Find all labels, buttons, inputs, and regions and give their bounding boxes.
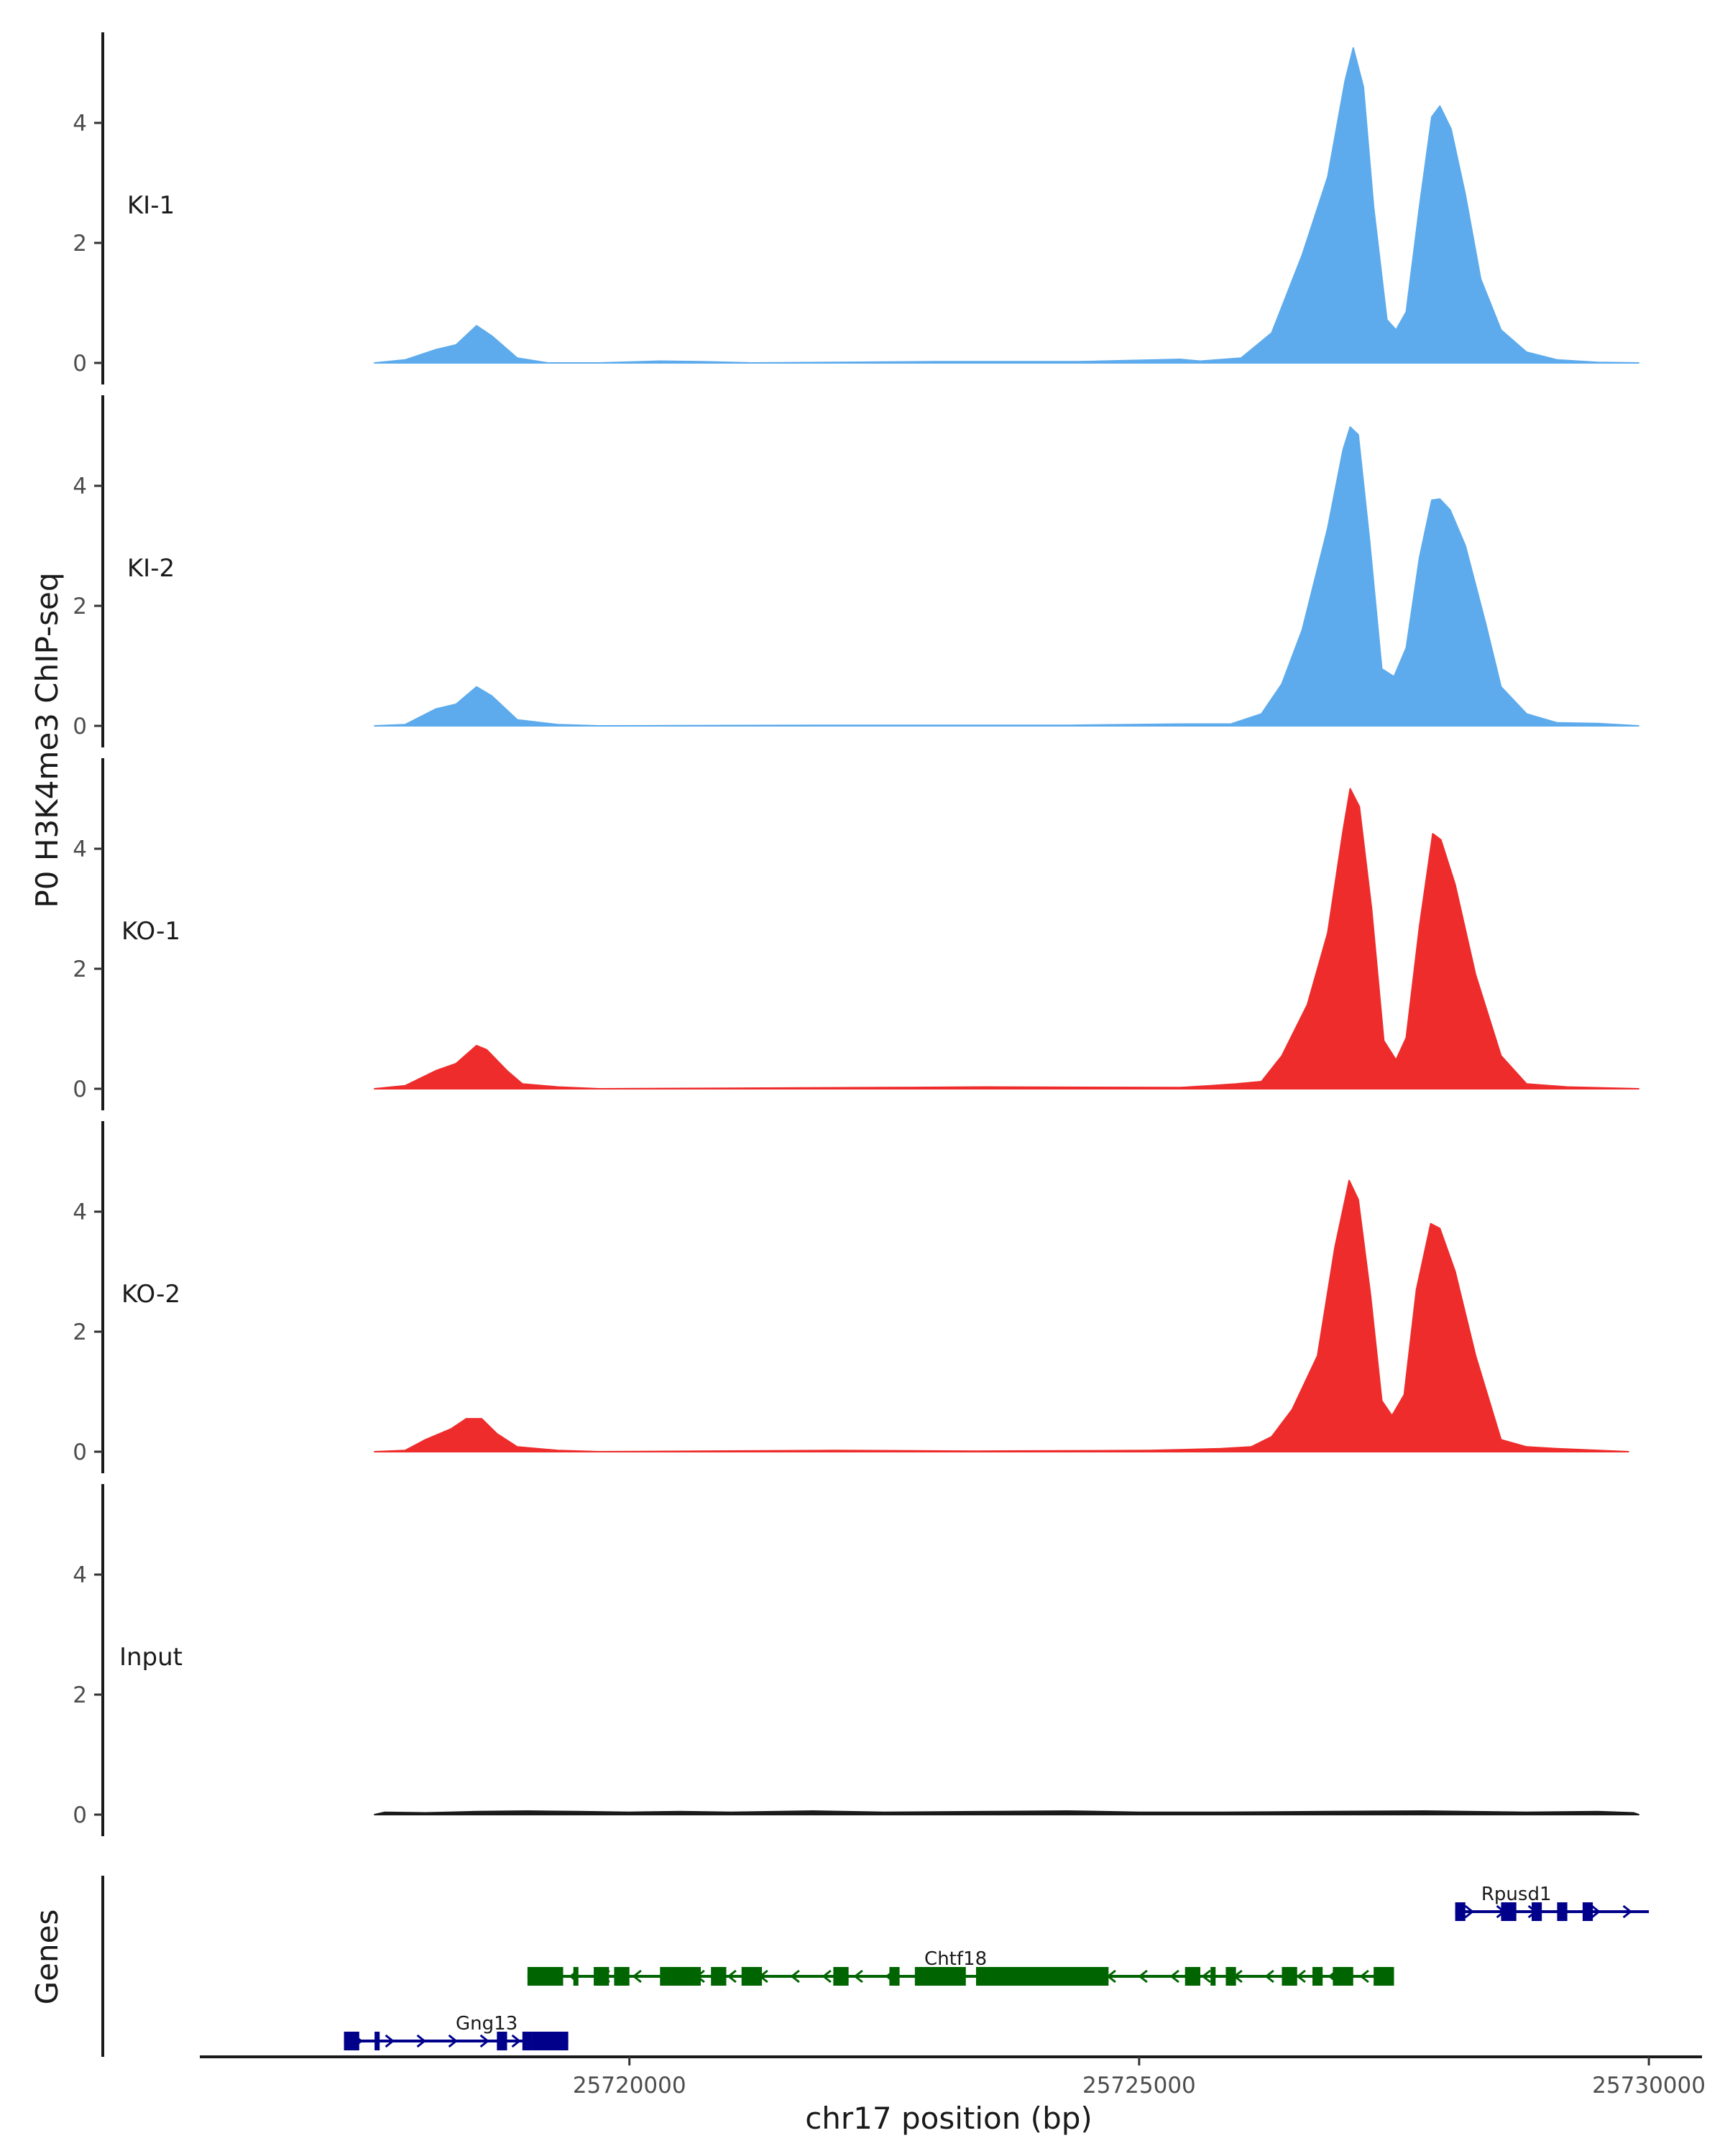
track-label-ki-2: KI-2: [127, 554, 175, 583]
exon-block: [1531, 1902, 1542, 1921]
strand-arrow: [1464, 1904, 1474, 1919]
strand-arrow: [416, 2034, 426, 2048]
y-tick-label-2: 2: [73, 957, 87, 982]
track-input: 0 2 4 Input: [73, 1484, 1639, 1836]
gene-gng13: Gng13: [344, 2013, 569, 2050]
exon-block: [374, 2032, 380, 2050]
exon-block: [889, 1967, 900, 1986]
exon-block: [1374, 1967, 1394, 1986]
y-tick-label-4: 4: [73, 837, 87, 862]
strand-arrow: [1264, 1969, 1274, 1984]
signal-tracks: 0 2 4 KI-1 0 2 4 KI-2 0 2 4 KO-1 0 2 4 KO-2 0 2 4 Input: [73, 32, 1639, 1836]
exon-block: [344, 2032, 359, 2050]
exon-block: [833, 1967, 849, 1986]
y-tick-label-2: 2: [73, 1319, 87, 1345]
y-tick-label-4: 4: [73, 111, 87, 137]
y-tick-label-2: 2: [73, 231, 87, 257]
gene-rpusd1: Rpusd1: [1455, 1884, 1650, 1921]
x-tick-label-25730000: 25730000: [1592, 2073, 1706, 2099]
y-tick-label-0: 0: [73, 1439, 87, 1465]
y-axis-title: P0 H3K4me3 ChIP-seq: [29, 572, 65, 908]
gene-label-gng13: Gng13: [456, 2013, 518, 2035]
strand-arrow: [511, 2034, 521, 2048]
gene-chtf18: Chtf18: [527, 1948, 1394, 1986]
signal-area-ko-1: [374, 788, 1639, 1089]
strand-arrow: [385, 2034, 395, 2048]
exon-block: [914, 1967, 966, 1986]
exon-block: [1225, 1967, 1236, 1986]
track-ko-1: 0 2 4 KO-1: [73, 758, 1639, 1110]
track-label-input: Input: [119, 1643, 183, 1672]
exon-block: [594, 1967, 610, 1986]
strand-arrow: [1138, 1969, 1148, 1984]
exon-block: [975, 1967, 1109, 1986]
exon-block: [711, 1967, 727, 1986]
y-tick-label-2: 2: [73, 1682, 87, 1708]
signal-area-input: [374, 1810, 1639, 1815]
exon-block: [741, 1967, 763, 1986]
exon-block: [660, 1967, 701, 1986]
exon-block: [527, 1967, 564, 1986]
exon-block: [1210, 1967, 1216, 1986]
y-tick-label-0: 0: [73, 1802, 87, 1828]
exon-block: [1184, 1967, 1200, 1986]
genes-axis-title: Genes: [29, 1909, 65, 2005]
exon-block: [1501, 1902, 1517, 1921]
y-tick-label-0: 0: [73, 714, 87, 740]
y-tick-label-0: 0: [73, 351, 87, 377]
strand-arrow: [853, 1969, 863, 1984]
strand-arrow: [479, 2034, 489, 2048]
strand-arrow: [822, 1969, 832, 1984]
track-label-ki-1: KI-1: [127, 191, 175, 220]
x-axis: 25720000 25725000 25730000: [200, 2055, 1706, 2099]
strand-arrow: [1169, 1969, 1179, 1984]
exon-block: [573, 1967, 579, 1986]
exon-block: [1312, 1967, 1323, 1986]
exon-block: [1282, 1967, 1297, 1986]
strand-arrow: [727, 1969, 737, 1984]
gene-label-rpusd1: Rpusd1: [1481, 1884, 1552, 1905]
exon-block: [1333, 1967, 1353, 1986]
exon-block: [532, 2032, 569, 2050]
y-tick-label-4: 4: [73, 1562, 87, 1588]
exon-block: [1557, 1902, 1568, 1921]
strand-arrow: [1622, 1904, 1632, 1919]
signal-area-ki-2: [374, 426, 1639, 727]
strand-arrow: [1359, 1969, 1369, 1984]
x-tick-label-25725000: 25725000: [1082, 2073, 1196, 2099]
signal-area-ko-2: [374, 1179, 1629, 1452]
exon-block: [614, 1967, 630, 1986]
y-tick-label-4: 4: [73, 1199, 87, 1225]
y-tick-label-0: 0: [73, 1077, 87, 1102]
strand-arrow: [1201, 1969, 1211, 1984]
track-ko-2: 0 2 4 KO-2: [73, 1121, 1629, 1473]
x-axis-title: chr17 position (bp): [805, 2101, 1092, 2136]
gene-label-chtf18: Chtf18: [924, 1948, 987, 1970]
strand-arrow: [1296, 1969, 1306, 1984]
signal-area-ki-1: [374, 47, 1639, 364]
track-label-ko-2: KO-2: [121, 1280, 180, 1309]
strand-arrow: [1591, 1904, 1601, 1919]
exon-block: [522, 2032, 533, 2050]
y-tick-label-4: 4: [73, 474, 87, 499]
strand-arrow: [448, 2034, 458, 2048]
exon-block: [1455, 1902, 1466, 1921]
x-tick-label-25720000: 25720000: [573, 2073, 686, 2099]
exon-block: [497, 2032, 507, 2050]
track-label-ko-1: KO-1: [121, 917, 180, 946]
strand-arrow: [790, 1969, 800, 1984]
strand-arrow: [632, 1969, 642, 1984]
exon-block: [1582, 1902, 1593, 1921]
track-ki-2: 0 2 4 KI-2: [73, 395, 1639, 747]
gene-annotation-track: Rpusd1 Chtf18 Gng13: [101, 1876, 1650, 2057]
track-ki-1: 0 2 4 KI-1: [73, 32, 1639, 384]
y-tick-label-2: 2: [73, 594, 87, 619]
